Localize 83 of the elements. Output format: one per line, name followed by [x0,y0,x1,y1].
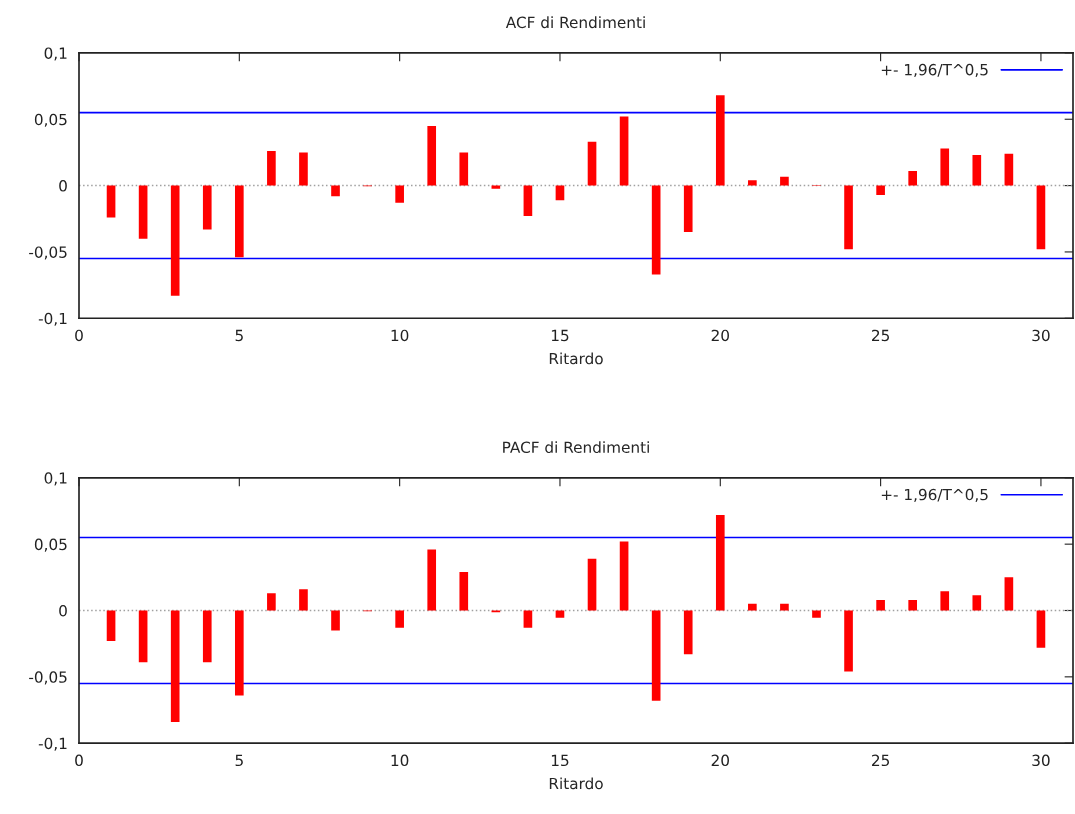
x-tick-label: 0 [75,754,83,767]
x-tick-label: 25 [872,754,889,767]
bar [395,185,404,203]
bar [299,589,308,611]
bar [1004,577,1014,611]
x-tick-label: 0 [75,329,83,342]
bar [427,549,437,611]
bar [523,185,533,217]
x-axis-title: Ritardo [549,352,603,365]
x-tick-label: 20 [711,329,729,342]
x-tick-label: 15 [551,329,569,342]
chart-title: ACF di Rendimenti [505,16,645,29]
bar [908,171,918,186]
y-tick-label: 0 [59,604,67,617]
bar [940,591,950,611]
bar [972,595,982,611]
bar [683,185,693,233]
x-tick-label: 5 [235,329,243,342]
bar [844,185,853,250]
bar [523,610,533,628]
y-tick-label: -0,05 [29,671,67,685]
legend-label: +- 1,96/T^0,5 [881,488,988,502]
y-tick-label: 0 [59,180,67,192]
bar [395,610,404,628]
bar [651,610,661,701]
bar [331,610,340,631]
bar [234,185,244,258]
y-tick-label: 0,05 [34,113,67,127]
bar [715,95,725,186]
bar [202,610,212,663]
x-tick-label: 30 [1032,754,1050,767]
bar [267,593,276,611]
bar [138,185,148,239]
bar [748,180,757,186]
bar [619,116,629,186]
x-tick-label: 10 [391,329,409,342]
x-tick-label: 15 [551,754,569,767]
bar [331,185,340,197]
bar [844,610,853,672]
x-axis-title: Ritardo [549,777,603,790]
bar [780,603,789,611]
bar [715,514,725,611]
bar [459,152,469,186]
bar [1004,153,1014,186]
x-tick-label: 10 [391,754,409,767]
bar [780,176,789,186]
bar [106,185,116,218]
x-tick-label: 25 [872,329,889,342]
bar [202,185,212,230]
y-tick-label: -0,1 [38,737,67,751]
bar [427,125,437,186]
chart-title: PACF di Rendimenti [503,441,649,454]
bar [651,185,661,275]
y-tick-label: -0,1 [38,312,67,326]
bar [138,610,148,663]
bar [587,558,597,611]
bar [876,599,885,611]
bar [940,148,950,186]
y-tick-label: 0,1 [44,47,67,61]
x-tick-label: 5 [235,754,243,767]
bar [1036,610,1046,648]
bar [299,152,308,186]
y-tick-label: -0,05 [29,246,67,260]
bar [812,610,821,618]
bar [106,610,116,642]
y-tick-label: 0,05 [34,538,67,552]
x-tick-label: 20 [711,754,729,767]
bar [267,151,276,186]
bar [972,155,982,186]
bar [587,141,597,186]
bar [234,610,244,696]
bar [170,185,180,296]
bar [1036,185,1046,250]
x-tick-label: 30 [1032,329,1050,342]
y-tick-label: 0,1 [44,472,67,486]
bar [170,610,180,722]
bar [683,610,693,655]
bar [876,185,885,195]
bar [908,599,918,611]
legend-label: +- 1,96/T^0,5 [881,63,988,77]
bar [459,572,469,611]
bar [619,541,629,611]
bar [748,603,757,611]
